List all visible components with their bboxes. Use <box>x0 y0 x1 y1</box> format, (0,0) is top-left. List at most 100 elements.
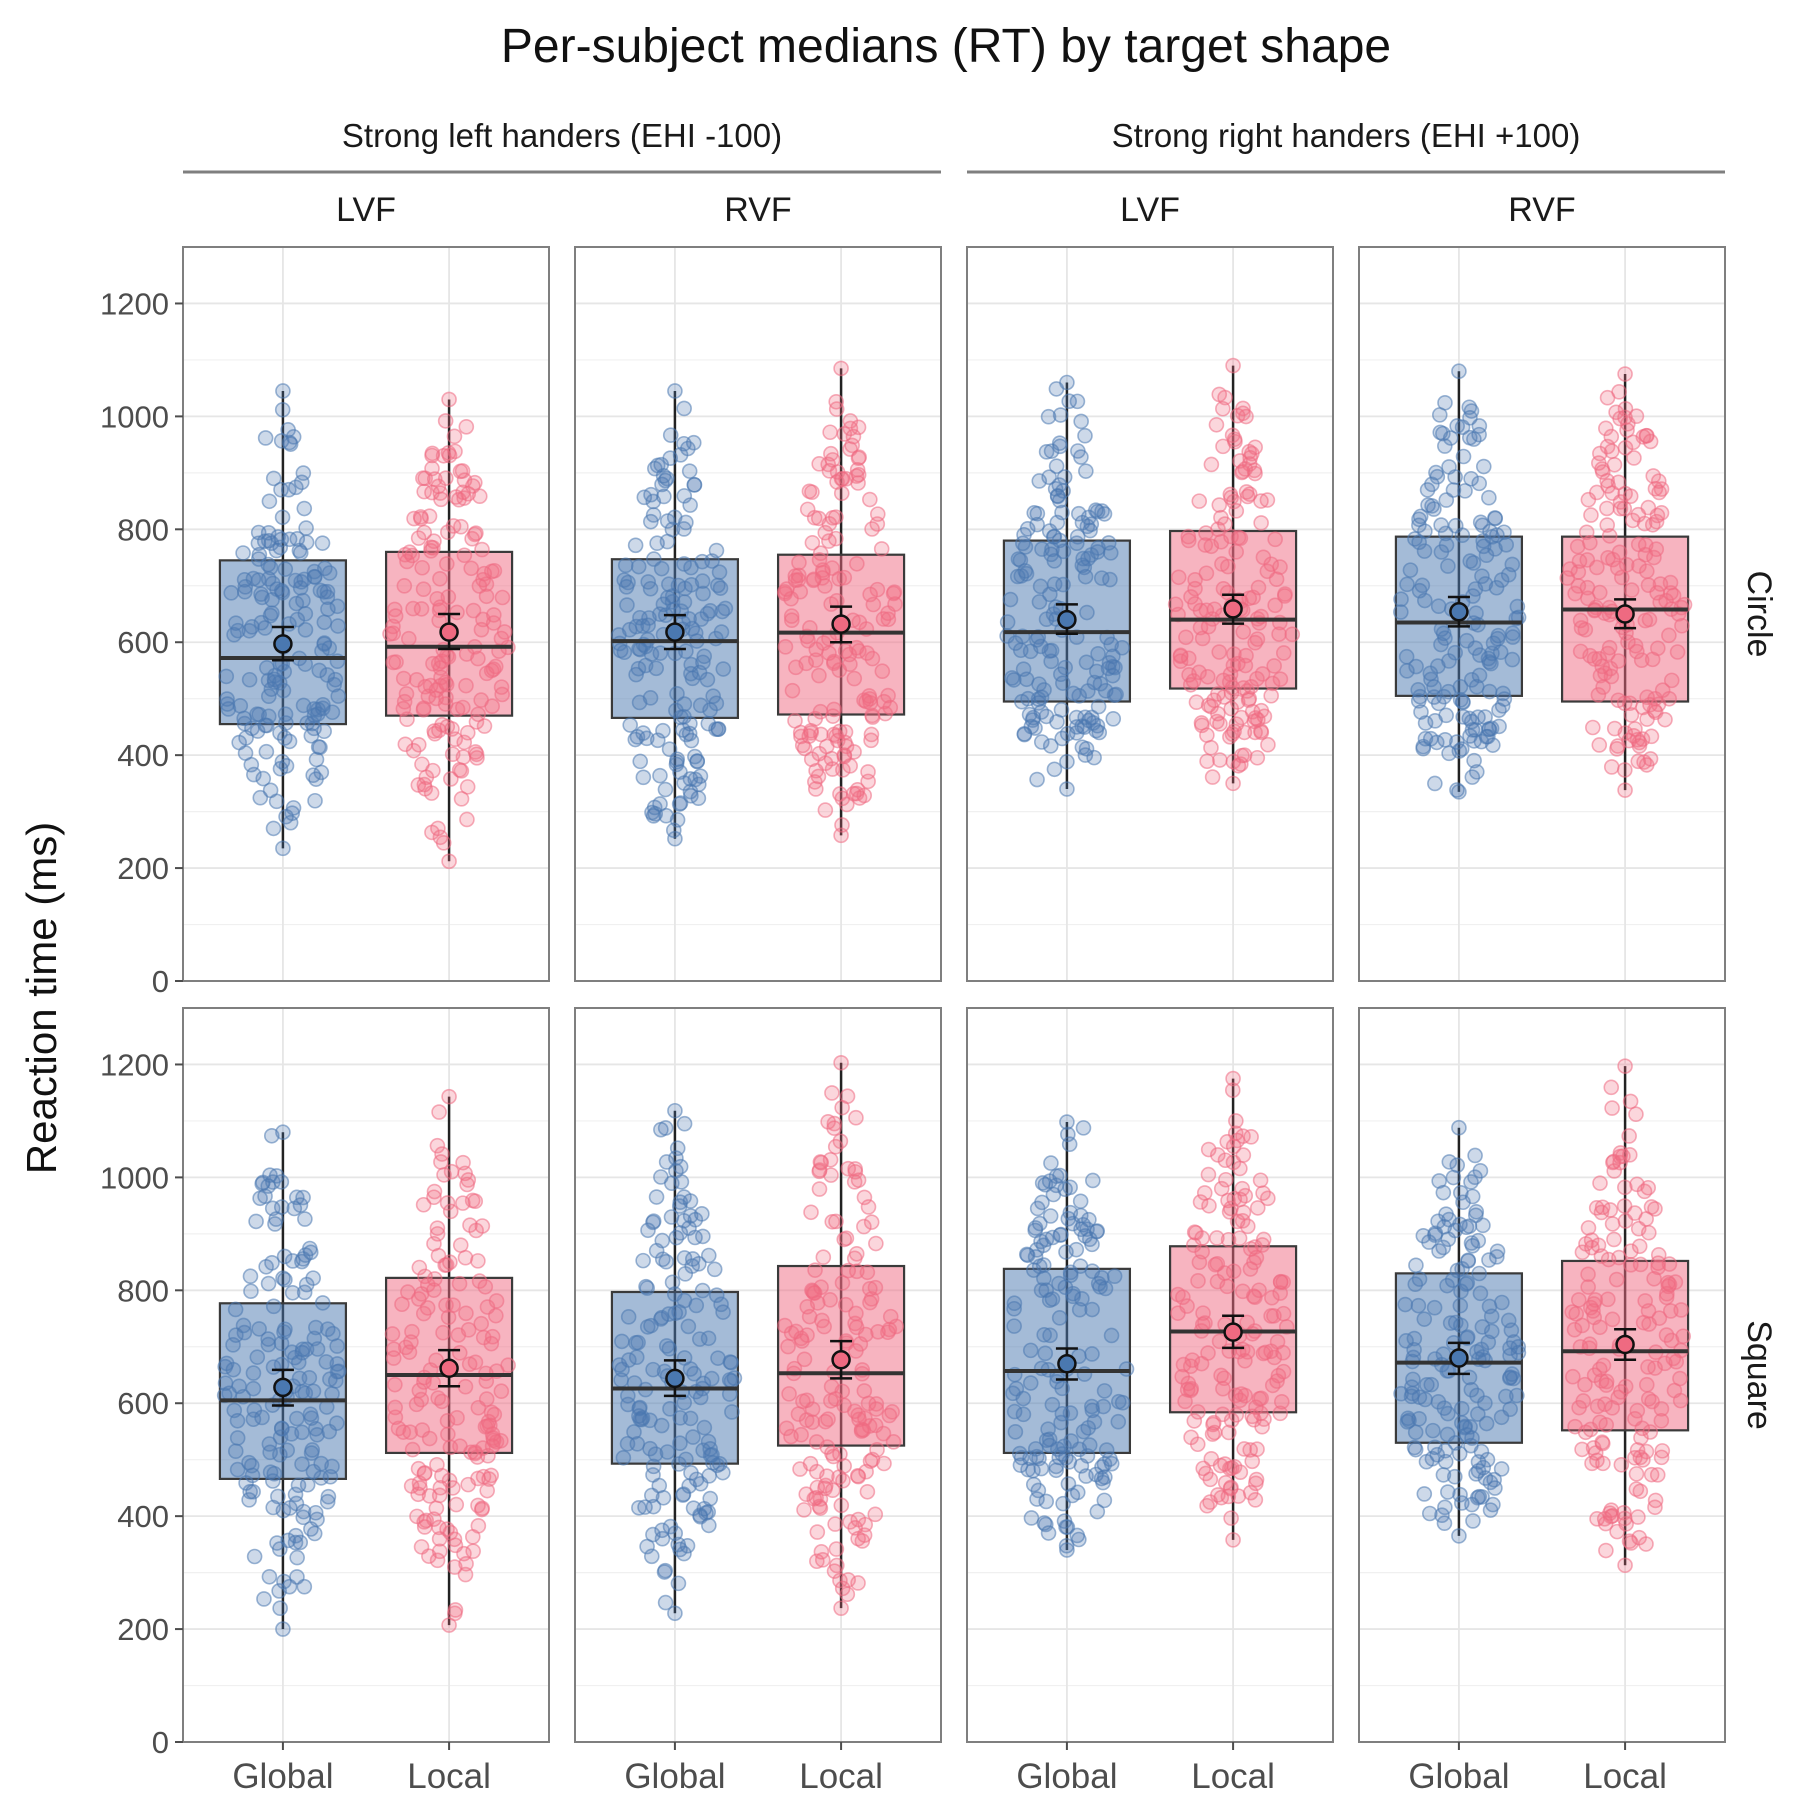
data-point <box>304 715 321 732</box>
data-point <box>494 589 511 606</box>
data-point <box>434 1467 450 1484</box>
data-point <box>1253 493 1269 509</box>
data-point <box>847 1164 864 1180</box>
data-point <box>1081 1437 1098 1453</box>
data-point <box>868 1235 884 1252</box>
data-point <box>822 424 838 441</box>
data-point <box>1437 1453 1454 1470</box>
data-point <box>451 762 468 778</box>
data-point <box>1223 528 1239 545</box>
data-point <box>706 1261 723 1278</box>
x-tick-label: Global <box>232 1757 333 1796</box>
data-point <box>639 1280 656 1296</box>
panel-border <box>182 246 550 982</box>
data-point <box>715 661 732 677</box>
data-point <box>1635 1314 1652 1331</box>
data-point <box>1622 695 1638 712</box>
data-point <box>1251 1282 1267 1299</box>
data-point <box>1254 666 1271 682</box>
data-point <box>790 572 807 588</box>
data-point <box>667 1605 683 1622</box>
data-point <box>1185 1237 1202 1253</box>
data-point <box>620 1309 637 1325</box>
data-point <box>1582 1299 1599 1316</box>
data-point <box>286 1200 303 1217</box>
data-point <box>1211 386 1228 403</box>
data-point <box>1110 1413 1127 1430</box>
data-point <box>614 1333 630 1350</box>
data-point <box>675 1487 691 1503</box>
data-point <box>644 804 660 821</box>
data-point <box>1027 1441 1044 1457</box>
data-point <box>440 1426 456 1443</box>
data-point <box>449 701 466 718</box>
data-point <box>456 734 473 751</box>
data-point <box>320 1488 337 1505</box>
x-tick-label: Local <box>407 1757 491 1796</box>
data-point <box>1460 1252 1476 1269</box>
data-point <box>1192 1194 1209 1210</box>
data-point <box>669 812 686 828</box>
data-point <box>316 614 333 631</box>
data-point <box>999 614 1016 630</box>
data-point <box>1589 1398 1606 1415</box>
data-point <box>1427 775 1443 792</box>
data-point <box>1482 1502 1499 1518</box>
data-point <box>1232 1392 1248 1409</box>
data-point <box>836 1231 853 1248</box>
data-point <box>829 1557 845 1574</box>
data-point <box>1012 1457 1029 1473</box>
data-point <box>438 1297 454 1313</box>
data-point <box>1629 1402 1646 1419</box>
data-point <box>410 530 427 546</box>
data-point <box>622 717 638 733</box>
data-point <box>329 1356 346 1372</box>
data-point <box>823 596 839 612</box>
data-point <box>682 1361 699 1377</box>
data-point <box>1032 1215 1048 1232</box>
facet-panel <box>182 1007 550 1743</box>
data-point <box>476 718 493 734</box>
data-point <box>627 537 644 554</box>
data-point <box>842 656 858 673</box>
data-point <box>1211 497 1228 513</box>
data-point <box>320 601 336 617</box>
data-point <box>1178 629 1194 646</box>
data-point <box>1069 719 1085 735</box>
data-point <box>1215 400 1231 417</box>
data-point <box>788 659 804 676</box>
data-point <box>1610 653 1627 669</box>
data-point <box>243 1457 260 1474</box>
data-point <box>1072 1193 1089 1210</box>
data-point <box>645 507 662 523</box>
data-point <box>416 776 433 793</box>
data-point <box>1630 1509 1646 1525</box>
mean-marker <box>1449 601 1469 622</box>
data-point <box>445 518 462 534</box>
data-point <box>426 1282 442 1298</box>
data-point <box>1631 1238 1648 1255</box>
data-point <box>791 567 807 584</box>
data-point <box>459 1176 475 1193</box>
data-point <box>1095 1398 1112 1415</box>
data-point <box>271 674 288 691</box>
data-point <box>1275 1344 1291 1361</box>
data-point <box>791 554 807 571</box>
data-point <box>1228 716 1245 732</box>
data-point <box>1481 1252 1497 1268</box>
data-point <box>630 1334 646 1351</box>
data-point <box>1430 1394 1447 1410</box>
data-point <box>1600 645 1616 662</box>
data-point <box>486 607 502 623</box>
data-point <box>1006 1295 1023 1312</box>
data-point <box>1002 591 1019 608</box>
data-point <box>842 413 859 429</box>
data-point <box>271 1583 287 1599</box>
data-point <box>261 1568 278 1585</box>
data-point <box>1049 714 1065 730</box>
data-point <box>426 471 443 487</box>
data-point <box>657 1120 674 1136</box>
data-point <box>1434 1507 1450 1524</box>
data-point <box>305 1270 321 1286</box>
data-point <box>273 481 289 498</box>
